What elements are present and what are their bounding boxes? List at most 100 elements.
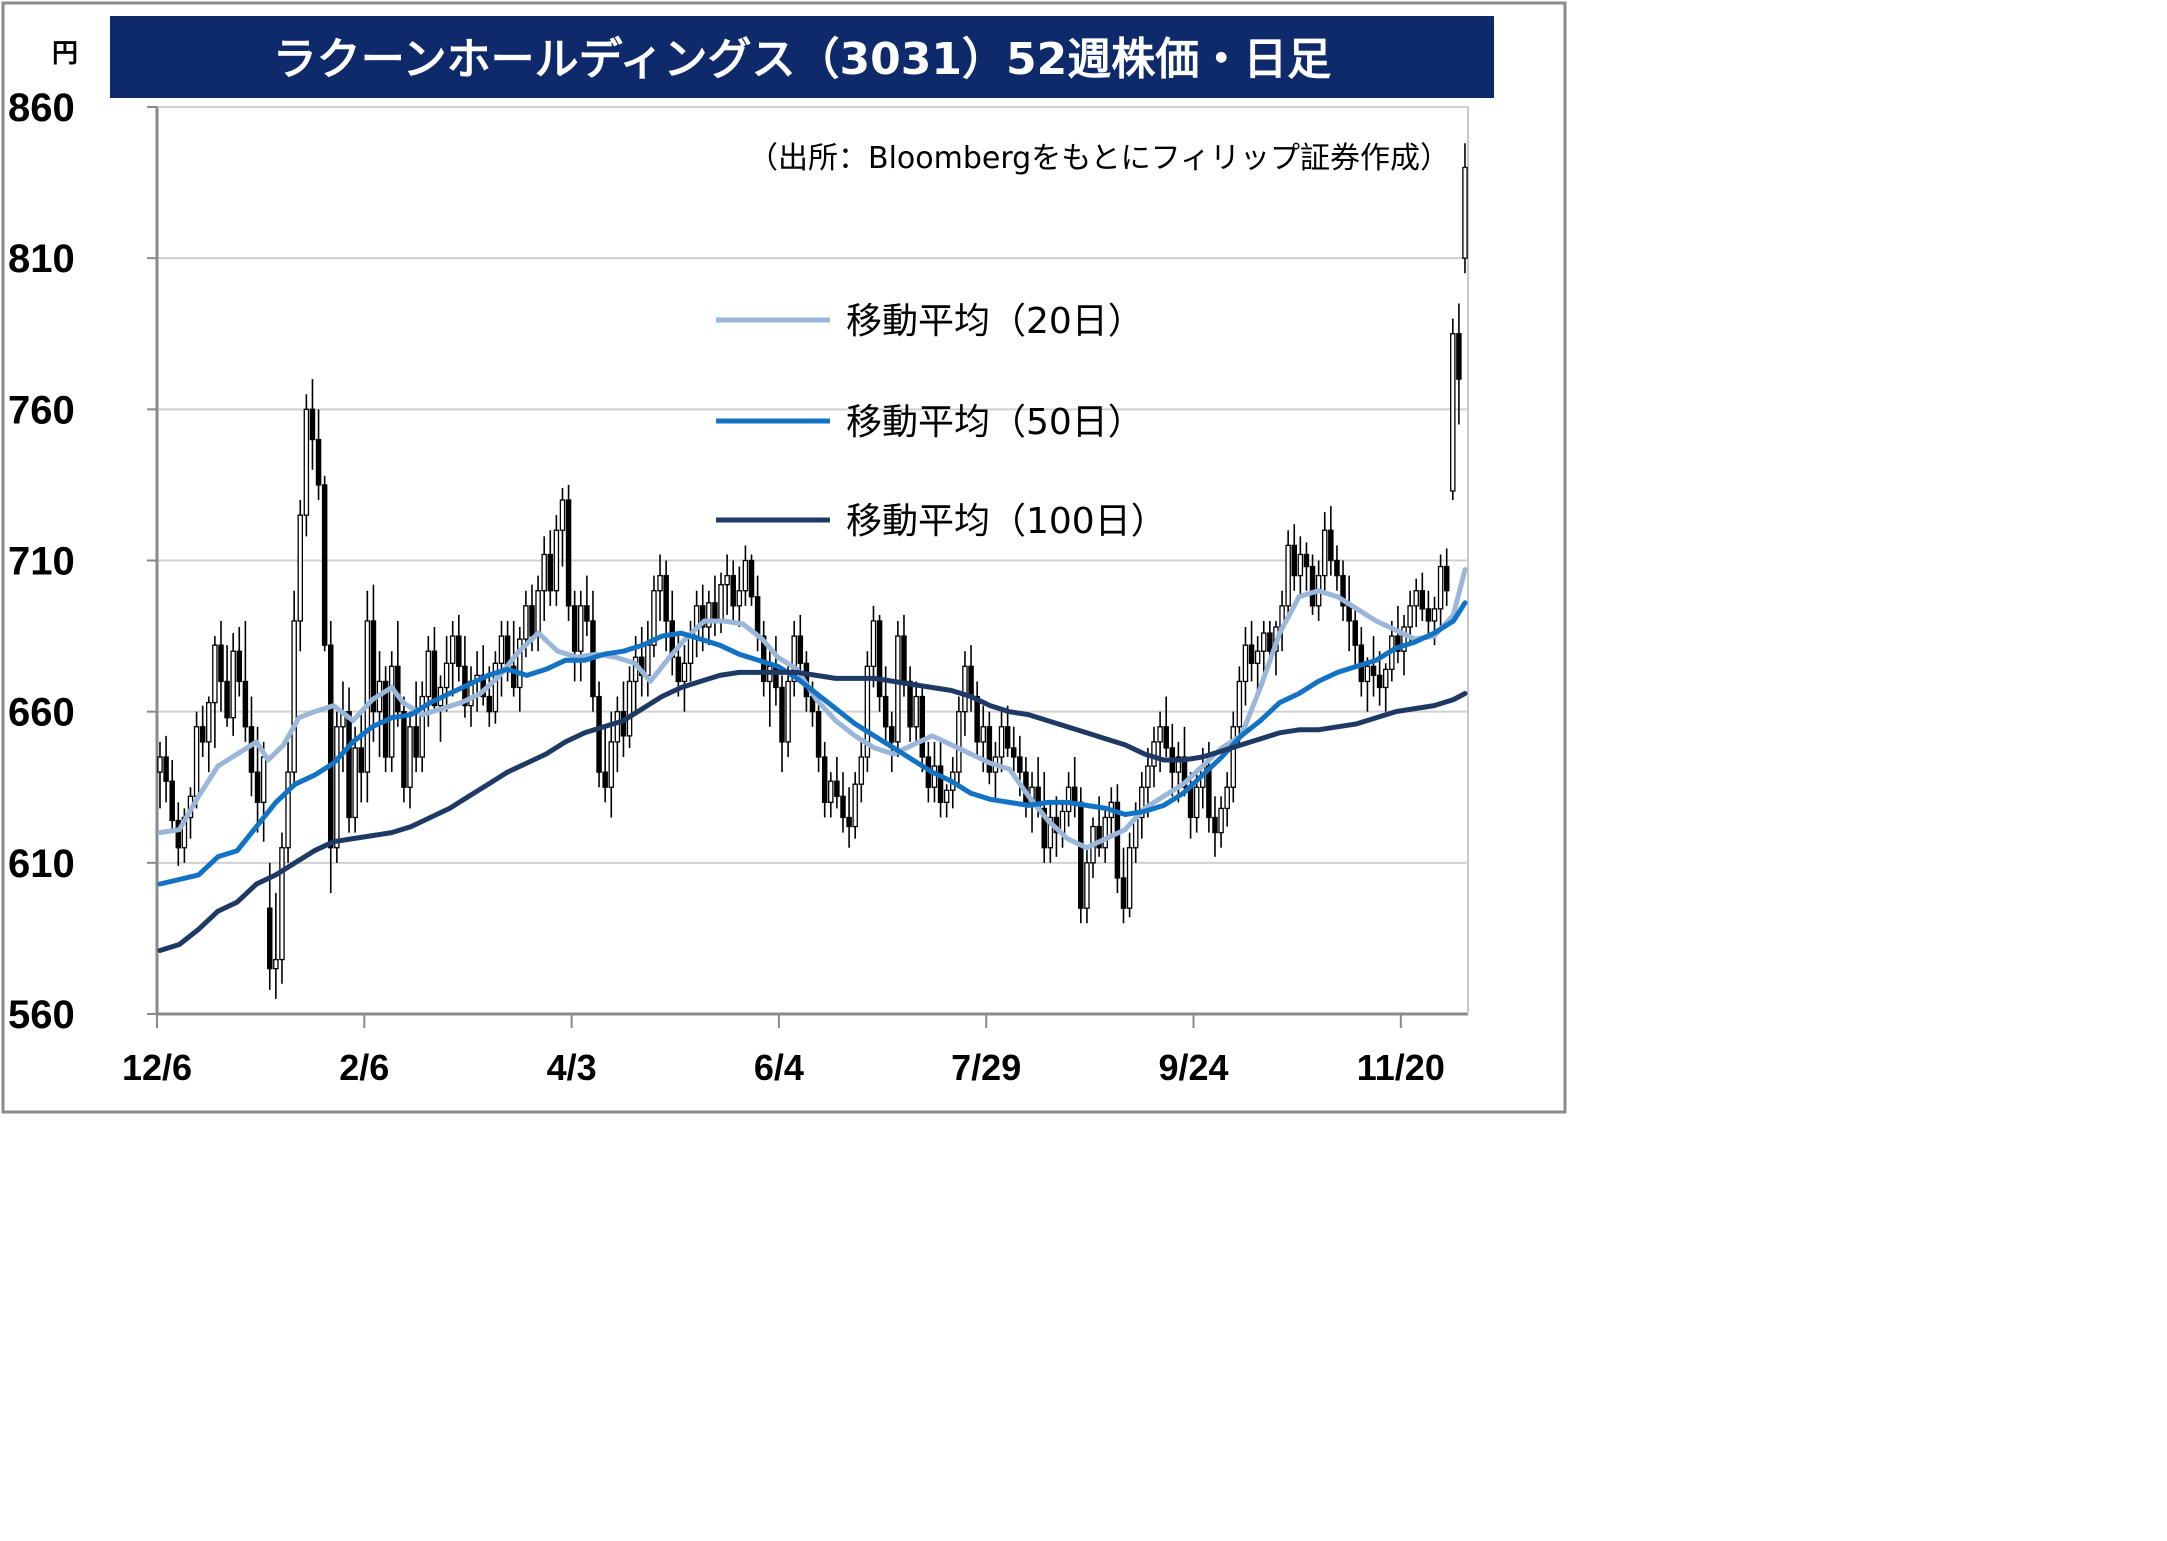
candle [1047,802,1054,863]
candle [547,530,554,606]
candle [517,627,523,712]
candle [840,772,846,833]
legend: 移動平均（20日） 移動平均（50日） 移動平均（100日） [716,301,1167,542]
candle-body [1242,644,1249,683]
candle-body [523,605,529,640]
candle-body [1230,726,1237,788]
candle-body [395,665,401,713]
axes: 860 810 760 710 660 610 560 12/6 2/6 4/3 6/4 7/29 9/… [8,86,1469,1088]
candle-body [1071,786,1078,804]
candle [492,651,499,724]
candle-body [1395,635,1401,652]
candle [1340,560,1346,621]
candle [870,605,877,688]
candle-body [986,726,993,773]
candle-body [1120,877,1127,909]
candle [169,760,175,833]
candle-body [974,695,980,743]
candle-body [388,665,395,758]
candle [346,687,352,833]
candle-body [248,726,255,773]
candle-body [1224,786,1230,810]
candle-body [1297,553,1304,577]
x-tick-label: 2/6 [339,1047,389,1088]
candle [602,726,608,803]
candle-body [327,644,334,849]
chart-stage: ラクーンホールディングス（3031）52週株価・日足 円 860 810 760 71… [0,0,1568,1115]
candle-body [681,662,688,683]
candle-body [413,726,419,758]
candle-body [608,741,615,788]
candle-body [1291,544,1298,577]
candle-body [401,711,407,788]
candle [626,666,633,748]
candle-body [321,484,328,646]
candle-body [748,559,755,598]
candle-body [1017,756,1023,773]
candle-body [1303,553,1310,568]
candle [1413,578,1419,628]
candle-body [1413,590,1419,607]
candle [388,651,395,773]
y-tick-label: 710 [8,540,75,584]
candle-body [931,765,938,788]
candle-body [840,795,846,819]
candle-body [596,695,602,773]
candle [413,681,419,773]
candle-body [1041,807,1047,849]
candle [834,757,840,809]
candle-body [419,695,425,758]
candle-body [254,771,261,804]
candle-body [828,780,834,804]
candle-body [956,711,962,773]
candle [1120,847,1127,924]
candle-body [547,553,554,592]
candle-body [584,605,590,622]
candle-body [736,590,743,607]
candle-body [1096,825,1102,849]
candle [1084,847,1090,924]
candle-body [1212,816,1218,834]
candle [358,711,364,803]
legend-label-ma50: 移動平均（50日） [846,402,1144,443]
candle [1230,711,1237,803]
candle [956,696,962,785]
candle-body [1065,786,1072,813]
candle-body [1261,632,1267,652]
candle [157,741,163,809]
candle [1456,303,1462,425]
candle-body [260,756,267,804]
candle-body [553,529,560,592]
candle-body [1462,166,1468,259]
candle-body [1157,726,1163,743]
y-tick-label: 810 [8,237,75,281]
candle-body [267,907,273,970]
candle-body [620,711,627,737]
candle-body [614,711,621,743]
candle [206,696,212,773]
candle-body [1193,786,1200,819]
candle-body [291,620,297,773]
candle-body [431,650,438,707]
candle-body [492,662,499,713]
moving-average-lines [157,567,1468,953]
candle [657,554,663,621]
candle-body [242,680,249,728]
candle [1382,663,1389,712]
candle-body [907,680,913,728]
candle-body [352,747,358,819]
candle-body [1328,529,1334,562]
candle-body [1450,333,1456,492]
y-tick-label: 660 [8,691,75,735]
candle [1254,636,1261,697]
candle-body [1334,559,1340,577]
legend-label-ma100: 移動平均（100日） [846,501,1167,542]
y-tick-label: 760 [8,388,75,432]
candle [407,711,413,809]
candle [559,487,566,567]
candle [974,681,980,758]
candle [1321,512,1328,591]
candle [1419,572,1426,621]
candle-body [565,499,572,607]
candle-body [1456,333,1462,380]
